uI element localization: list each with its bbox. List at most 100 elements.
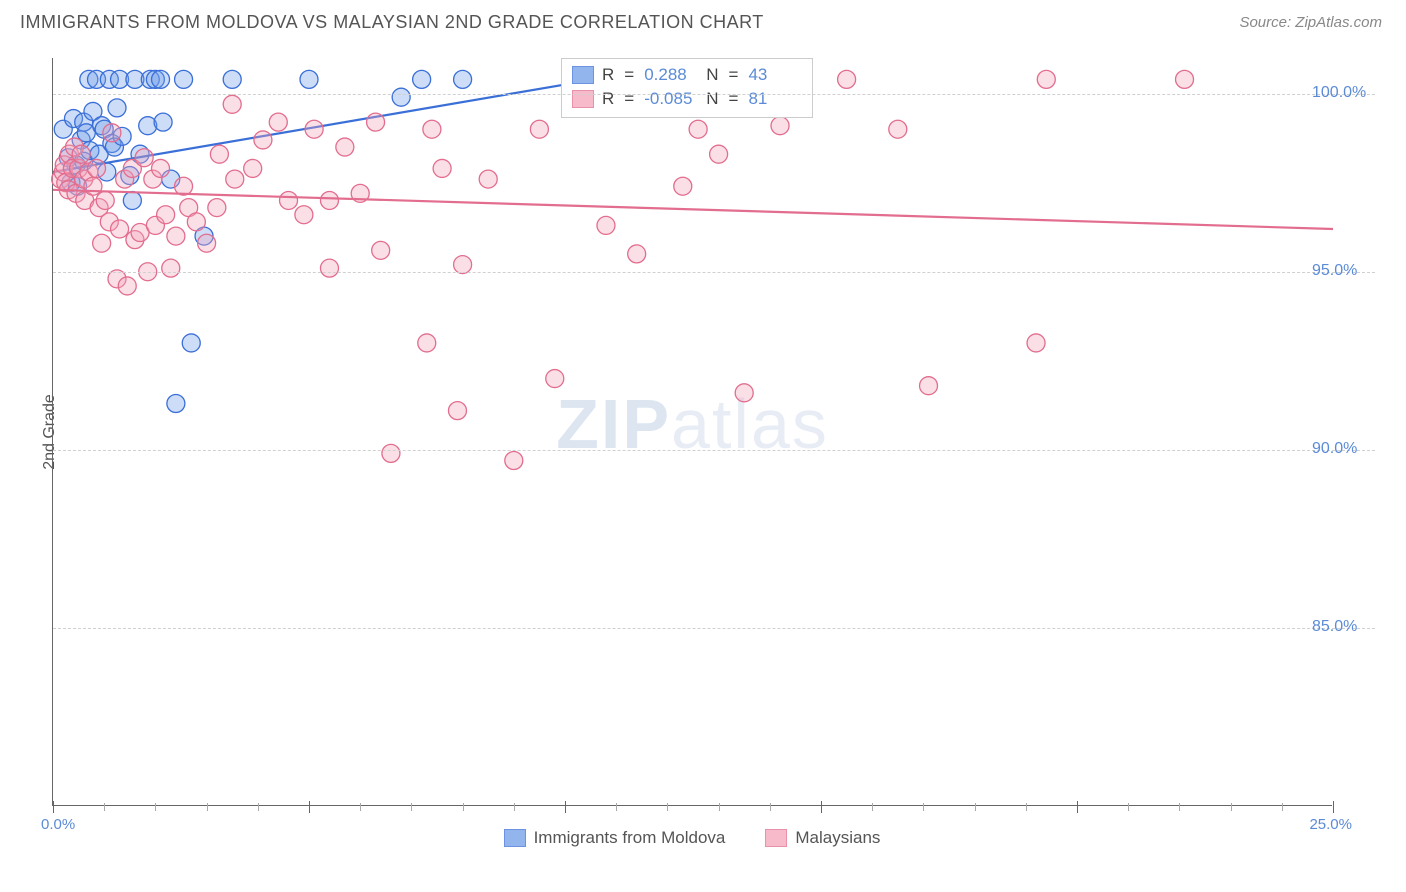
x-minor-tick bbox=[1179, 803, 1180, 811]
x-minor-tick bbox=[770, 803, 771, 811]
scatter-point bbox=[889, 120, 907, 138]
x-minor-tick bbox=[207, 803, 208, 811]
scatter-point bbox=[433, 159, 451, 177]
x-major-tick bbox=[565, 801, 566, 813]
scatter-point bbox=[1027, 334, 1045, 352]
scatter-point bbox=[103, 124, 121, 142]
legend-row-series1: R = 0.288 N = 43 bbox=[572, 63, 802, 87]
scatter-point bbox=[111, 220, 129, 238]
bottom-legend: Immigrants from Moldova Malaysians bbox=[52, 828, 1332, 848]
legend-swatch-1 bbox=[572, 66, 594, 84]
scatter-point bbox=[710, 145, 728, 163]
r-label: R bbox=[602, 89, 614, 109]
y-tick-label: 90.0% bbox=[1312, 440, 1402, 458]
r-value-2: -0.085 bbox=[644, 89, 698, 109]
scatter-point bbox=[479, 170, 497, 188]
x-minor-tick bbox=[155, 803, 156, 811]
scatter-point bbox=[838, 70, 856, 88]
scatter-point bbox=[413, 70, 431, 88]
scatter-point bbox=[300, 70, 318, 88]
x-minor-tick bbox=[514, 803, 515, 811]
scatter-point bbox=[418, 334, 436, 352]
scatter-point bbox=[152, 70, 170, 88]
scatter-point bbox=[392, 88, 410, 106]
eq-sign: = bbox=[729, 89, 739, 109]
x-minor-tick bbox=[104, 803, 105, 811]
scatter-point bbox=[152, 159, 170, 177]
scatter-point bbox=[88, 159, 106, 177]
scatter-point bbox=[280, 191, 298, 209]
correlation-legend: R = 0.288 N = 43 R = -0.085 N = 81 bbox=[561, 58, 813, 118]
scatter-point bbox=[167, 227, 185, 245]
scatter-point bbox=[223, 70, 241, 88]
chart-svg bbox=[53, 58, 1333, 806]
scatter-point bbox=[597, 216, 615, 234]
plot-area: ZIPatlas R = 0.288 N = 43 R = -0.085 bbox=[52, 58, 1332, 806]
legend-item-2: Malaysians bbox=[765, 828, 880, 848]
x-minor-tick bbox=[1128, 803, 1129, 811]
x-major-tick bbox=[53, 801, 54, 813]
x-major-tick bbox=[1077, 801, 1078, 813]
x-minor-tick bbox=[975, 803, 976, 811]
n-value-1: 43 bbox=[748, 65, 802, 85]
scatter-point bbox=[135, 149, 153, 167]
scatter-point bbox=[182, 334, 200, 352]
scatter-point bbox=[96, 191, 114, 209]
y-tick-label: 100.0% bbox=[1312, 84, 1402, 102]
scatter-point bbox=[175, 70, 193, 88]
r-label: R bbox=[602, 65, 614, 85]
x-minor-tick bbox=[258, 803, 259, 811]
legend-row-series2: R = -0.085 N = 81 bbox=[572, 87, 802, 111]
scatter-point bbox=[210, 145, 228, 163]
scatter-point bbox=[920, 377, 938, 395]
scatter-point bbox=[771, 117, 789, 135]
trendline bbox=[53, 190, 1333, 229]
x-minor-tick bbox=[360, 803, 361, 811]
x-minor-tick bbox=[923, 803, 924, 811]
scatter-point bbox=[254, 131, 272, 149]
scatter-point bbox=[367, 113, 385, 131]
scatter-point bbox=[157, 206, 175, 224]
n-label: N bbox=[706, 89, 718, 109]
scatter-point bbox=[223, 95, 241, 113]
scatter-point bbox=[123, 191, 141, 209]
scatter-point bbox=[530, 120, 548, 138]
scatter-point bbox=[162, 259, 180, 277]
scatter-point bbox=[226, 170, 244, 188]
gridline bbox=[53, 272, 1375, 273]
x-major-tick bbox=[309, 801, 310, 813]
x-minor-tick bbox=[1026, 803, 1027, 811]
y-tick-label: 85.0% bbox=[1312, 618, 1402, 636]
gridline bbox=[53, 450, 1375, 451]
chart-source: Source: ZipAtlas.com bbox=[1239, 14, 1382, 31]
plot-wrap: 2nd Grade ZIPatlas R = 0.288 N = 43 R bbox=[52, 58, 1374, 806]
legend-swatch-1b bbox=[504, 829, 526, 847]
eq-sign: = bbox=[624, 89, 634, 109]
scatter-point bbox=[382, 444, 400, 462]
scatter-point bbox=[167, 395, 185, 413]
scatter-point bbox=[423, 120, 441, 138]
scatter-point bbox=[546, 370, 564, 388]
scatter-point bbox=[320, 259, 338, 277]
scatter-point bbox=[154, 113, 172, 131]
scatter-point bbox=[72, 145, 90, 163]
scatter-point bbox=[305, 120, 323, 138]
scatter-point bbox=[320, 191, 338, 209]
legend-label-1: Immigrants from Moldova bbox=[534, 828, 726, 848]
x-minor-tick bbox=[1231, 803, 1232, 811]
scatter-point bbox=[674, 177, 692, 195]
scatter-point bbox=[448, 402, 466, 420]
legend-swatch-2b bbox=[765, 829, 787, 847]
legend-label-2: Malaysians bbox=[795, 828, 880, 848]
scatter-point bbox=[735, 384, 753, 402]
chart-root: IMMIGRANTS FROM MOLDOVA VS MALAYSIAN 2ND… bbox=[0, 0, 1406, 892]
x-minor-tick bbox=[872, 803, 873, 811]
scatter-point bbox=[505, 451, 523, 469]
scatter-point bbox=[295, 206, 313, 224]
x-minor-tick bbox=[411, 803, 412, 811]
legend-item-1: Immigrants from Moldova bbox=[504, 828, 726, 848]
scatter-point bbox=[1037, 70, 1055, 88]
x-major-tick bbox=[821, 801, 822, 813]
scatter-point bbox=[208, 199, 226, 217]
scatter-point bbox=[372, 241, 390, 259]
